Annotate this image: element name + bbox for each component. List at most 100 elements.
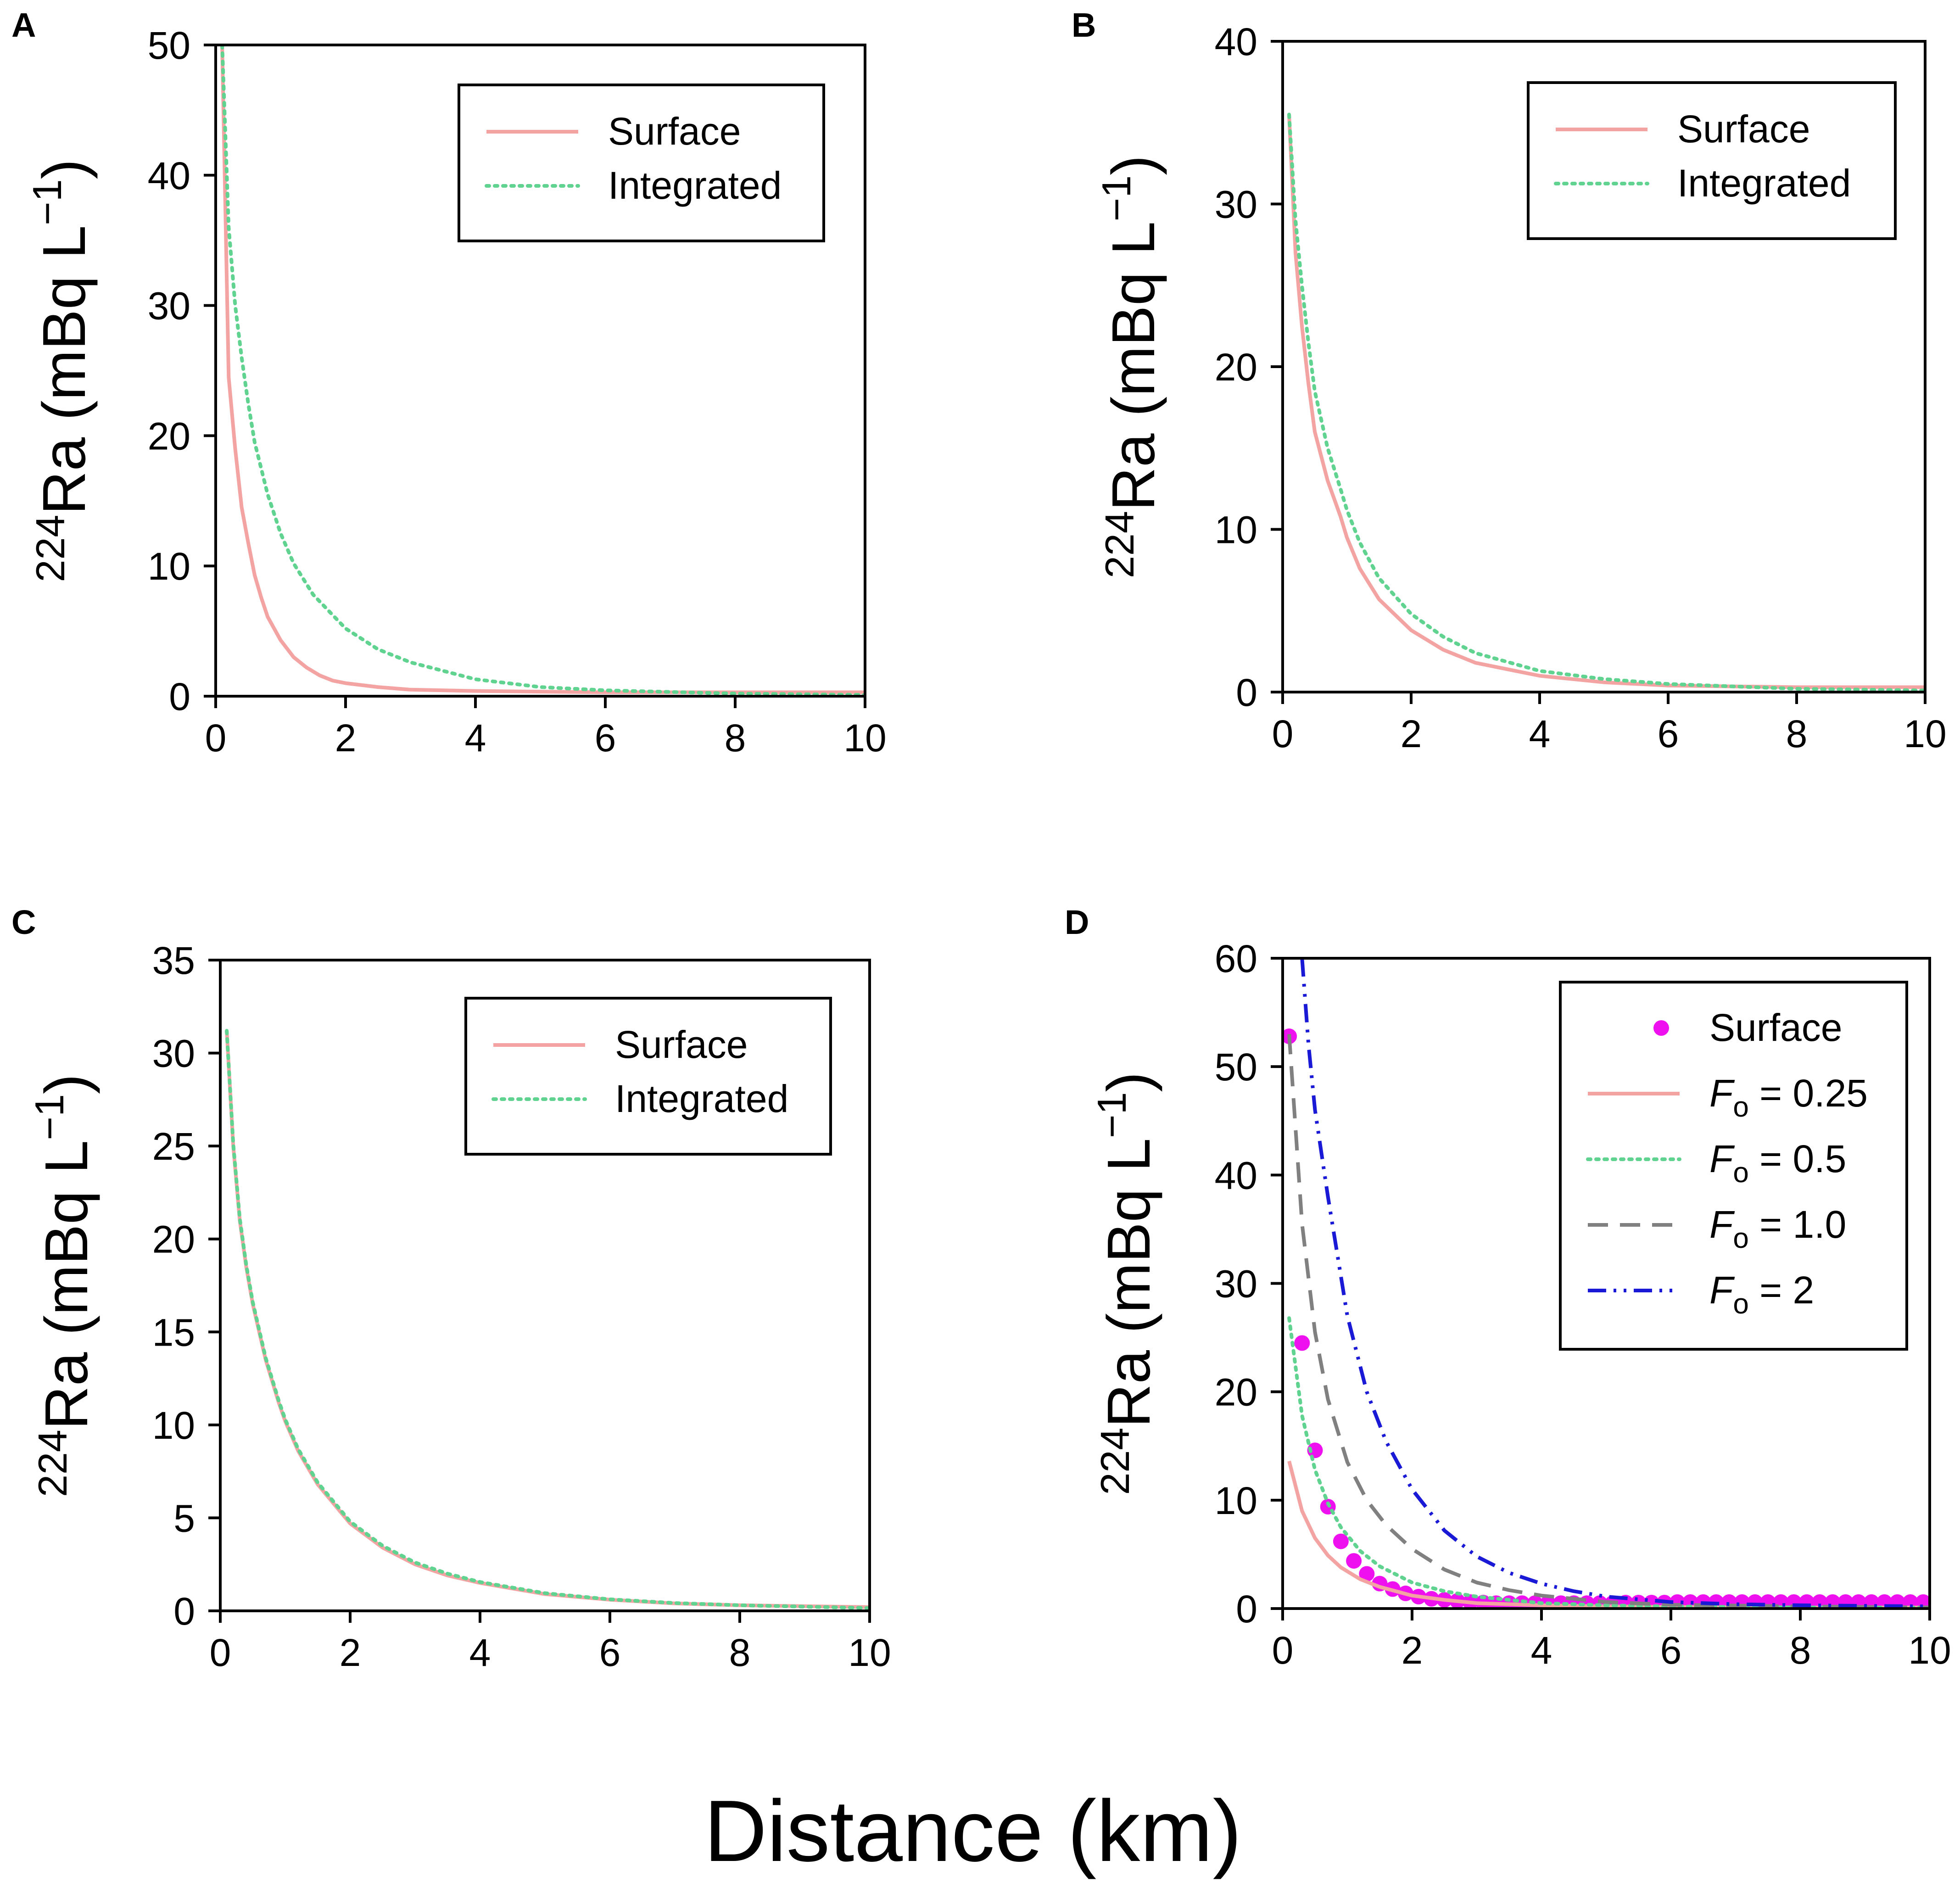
- series-line-surface: [220, 45, 865, 694]
- y-tick-label: 0: [1236, 671, 1257, 714]
- y-tick-label: 35: [152, 939, 195, 982]
- series-line-fo-0-5: [1287, 1316, 1930, 1609]
- series-line-surface: [1287, 114, 1925, 689]
- y-tick-label: 20: [148, 414, 190, 458]
- y-tick-label: 30: [148, 285, 190, 328]
- y-axis-label-exponent: −1: [24, 179, 70, 225]
- x-tick-label: 10: [848, 1631, 891, 1674]
- legend-box: [464, 997, 832, 1156]
- x-tick-label: 10: [843, 716, 886, 760]
- series-line-integrated: [225, 1029, 870, 1610]
- legend: Surface Integrated: [464, 997, 832, 1156]
- y-tick-label: 10: [1215, 1479, 1257, 1522]
- x-tick-label: 8: [1790, 1629, 1811, 1672]
- y-axis-label-close: ): [30, 159, 98, 179]
- x-tick-label: 0: [1272, 712, 1294, 755]
- legend-label-sub: o: [1733, 1223, 1748, 1254]
- legend-label: Fo = 0.5: [1709, 1137, 1846, 1189]
- x-tick-label: 4: [1531, 1629, 1552, 1672]
- plot-frame: [214, 44, 866, 698]
- legend-label: Surface: [615, 1023, 748, 1066]
- panel-letter: A: [11, 6, 36, 44]
- legend-label-sub: o: [1733, 1091, 1748, 1123]
- y-axis-label-close: ): [33, 1074, 100, 1094]
- y-tick-label: 20: [152, 1218, 195, 1261]
- legend-label-sub: o: [1733, 1157, 1748, 1189]
- y-tick-label: 30: [1215, 183, 1257, 226]
- x-tick-label: 10: [1908, 1629, 1951, 1672]
- legend-label: Fo = 0.25: [1709, 1072, 1868, 1123]
- y-tick-label: 40: [1215, 20, 1257, 63]
- series-line-integrated: [220, 45, 865, 696]
- panel-a: A 0 2 4 6 8 10 0 10 20 30 40 50 224Ra (mBq L−1) Surfac…: [11, 6, 887, 760]
- y-tick-label: 20: [1215, 346, 1257, 389]
- panel-letter: C: [11, 903, 36, 941]
- panel-letter: B: [1072, 6, 1096, 44]
- y-tick-label: 0: [173, 1590, 195, 1633]
- data-point: [1915, 1594, 1930, 1609]
- y-axis-label-isotope: 224: [28, 515, 73, 582]
- legend-label-var: F: [1709, 1137, 1735, 1180]
- y-tick-label: 40: [148, 154, 190, 197]
- legend-label-rest: = 0.25: [1749, 1072, 1868, 1115]
- panel-c: C 0 2 4 6 8 10 0 5 10 15 20 25 30 35 224Ra (mBq L−1) Sur…: [11, 903, 891, 1674]
- x-tick-label: 2: [1402, 1629, 1423, 1672]
- data-point: [1333, 1533, 1349, 1549]
- y-axis-label-main: Ra (mBq L: [1100, 221, 1167, 511]
- x-tick-label: 6: [1658, 712, 1679, 755]
- legend-label: Surface: [1709, 1006, 1843, 1049]
- legend: Surface Integrated: [458, 84, 825, 242]
- y-axis-label-isotope: 224: [1097, 511, 1142, 578]
- legend-label: Surface: [608, 110, 741, 153]
- y-tick-label: 0: [169, 675, 190, 718]
- panel-b: B 0 2 4 6 8 10 0 10 20 30 40 224Ra (mBq L−1) Surface I…: [1072, 6, 1947, 755]
- x-tick-label: 6: [1660, 1629, 1682, 1672]
- legend-label-var: F: [1709, 1072, 1735, 1115]
- y-axis-label: 224Ra (mBq L−1): [24, 159, 98, 582]
- legend-label: Integrated: [1677, 162, 1851, 205]
- y-axis-label-exponent: −1: [27, 1094, 72, 1140]
- x-tick-label: 2: [340, 1631, 361, 1674]
- x-tick-label: 2: [1401, 712, 1422, 755]
- legend-label-rest: = 2: [1749, 1268, 1814, 1312]
- legend-label-sub: o: [1733, 1288, 1748, 1320]
- y-tick-label: 10: [148, 545, 190, 588]
- panel-letter: D: [1065, 903, 1089, 941]
- x-tick-label: 8: [1786, 712, 1808, 755]
- legend-label: Fo = 2: [1709, 1268, 1814, 1320]
- data-point: [1359, 1566, 1375, 1582]
- y-axis-label-exponent: −1: [1094, 175, 1139, 221]
- y-tick-label: 15: [152, 1311, 195, 1354]
- plot-frame: [219, 959, 871, 1612]
- x-tick-label: 4: [465, 716, 486, 760]
- y-axis-label: 224Ra (mBq L−1): [1089, 1072, 1162, 1495]
- x-tick-label: 2: [335, 716, 357, 760]
- legend-label: Integrated: [608, 164, 782, 207]
- y-tick-label: 50: [1215, 1045, 1257, 1089]
- legend-box: [1559, 981, 1908, 1351]
- legend-label-var: F: [1709, 1268, 1735, 1312]
- y-axis-label-isotope: 224: [30, 1430, 75, 1497]
- x-tick-label: 6: [595, 716, 616, 760]
- series-line-integrated: [1287, 112, 1925, 692]
- data-point: [1902, 1594, 1918, 1609]
- data-point: [1307, 1442, 1323, 1458]
- x-tick-label: 4: [1529, 712, 1551, 755]
- x-tick-label: 0: [210, 1631, 231, 1674]
- y-axis-label-close: ): [1095, 1072, 1162, 1092]
- y-tick-label: 5: [173, 1497, 195, 1540]
- y-tick-label: 60: [1215, 937, 1257, 980]
- legend-swatch-point: [1653, 1020, 1669, 1036]
- x-tick-label: 0: [205, 716, 227, 760]
- x-tick-label: 0: [1272, 1629, 1294, 1672]
- y-axis-label-close: ): [1100, 155, 1167, 175]
- legend-box: [458, 84, 825, 242]
- y-axis-label-isotope: 224: [1092, 1428, 1138, 1495]
- legend-label: Surface: [1677, 107, 1810, 151]
- x-tick-label: 6: [599, 1631, 621, 1674]
- y-axis-label: 224Ra (mBq L−1): [27, 1074, 100, 1497]
- y-axis-label: 224Ra (mBq L−1): [1094, 155, 1167, 578]
